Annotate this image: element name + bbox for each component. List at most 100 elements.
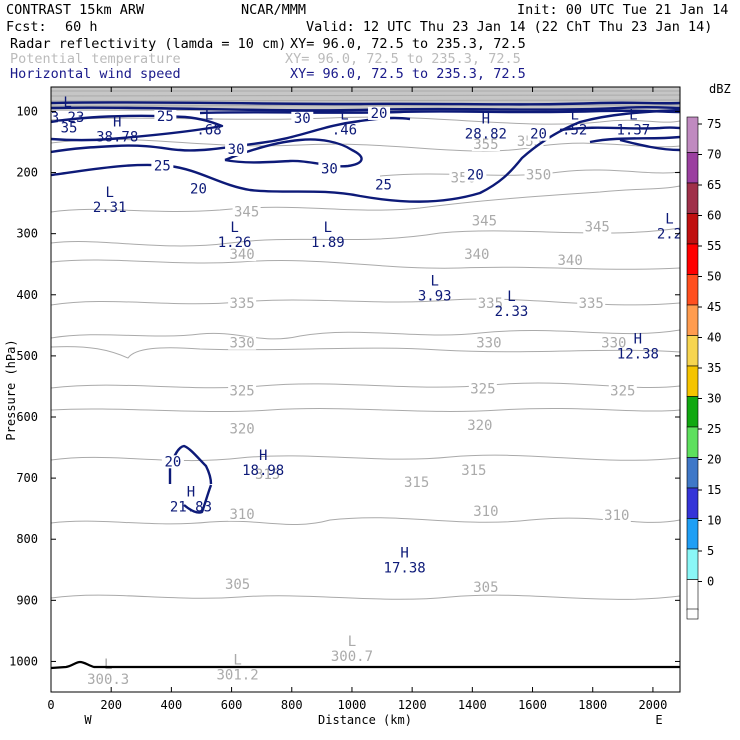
theta-label: 315 bbox=[404, 475, 429, 491]
colorbar-swatch bbox=[686, 426, 699, 458]
field-theta: Potential temperature bbox=[10, 51, 181, 67]
extremum-type: L bbox=[340, 107, 348, 123]
theta-contour bbox=[51, 259, 680, 270]
colorbar-level: 15 bbox=[707, 483, 721, 497]
theta-label: 305 bbox=[473, 580, 498, 596]
theta-label-bg bbox=[471, 581, 500, 595]
y-tick-label: 100 bbox=[16, 104, 38, 118]
extremum-value: .46 bbox=[332, 122, 357, 138]
theta-label: 305 bbox=[225, 577, 250, 593]
wind-label: 35 bbox=[61, 121, 78, 137]
colorbar-level: 60 bbox=[707, 209, 721, 223]
wind-label-bg bbox=[368, 106, 391, 120]
x-tick-label: 1400 bbox=[458, 698, 487, 712]
x-axis-title: Distance (km) bbox=[318, 713, 412, 727]
theta-contours bbox=[51, 116, 680, 600]
colorbar-swatch bbox=[686, 487, 699, 519]
theta-label: 315 bbox=[255, 467, 280, 483]
colorbar-level: 45 bbox=[707, 300, 721, 314]
theta-label: 340 bbox=[464, 247, 489, 263]
theta-label: 335 bbox=[478, 296, 503, 312]
extremum-value: 300.7 bbox=[331, 649, 373, 665]
x-tick-label: 400 bbox=[161, 698, 183, 712]
colorbar-swatch bbox=[686, 213, 699, 245]
extremum-value: 17.38 bbox=[384, 561, 426, 577]
theta-label: 340 bbox=[558, 253, 583, 269]
chart-header: CONTRAST 15km ARW NCAR/MMM Init: 00 UTC … bbox=[6, 2, 728, 82]
theta-label-bg bbox=[476, 297, 505, 310]
theta-label-bg bbox=[524, 168, 553, 182]
extremum-type: L bbox=[324, 220, 332, 236]
theta-label-bg bbox=[228, 248, 257, 262]
theta-label-bg bbox=[232, 205, 261, 219]
wind-label: 30 bbox=[321, 162, 338, 178]
y-tick-label: 700 bbox=[16, 471, 38, 485]
extremum-value: 38.78 bbox=[96, 130, 138, 146]
theta-label-bg bbox=[608, 384, 637, 398]
wind-label: 30 bbox=[294, 111, 311, 127]
colorbar-swatch bbox=[686, 335, 699, 367]
theta-label: 325 bbox=[470, 382, 495, 398]
extremum-type: H bbox=[482, 112, 490, 128]
colorbar-swatch bbox=[686, 457, 699, 489]
fcst-value: 60 h bbox=[65, 19, 98, 35]
theta-contour bbox=[51, 185, 680, 213]
wind-contour-30 bbox=[224, 138, 363, 168]
extremum-type: L bbox=[105, 185, 113, 201]
x-tick-label: 1200 bbox=[398, 698, 427, 712]
extremum-value: 2.33 bbox=[495, 304, 529, 320]
theta-label-bg bbox=[223, 578, 252, 592]
x-tick-label: 0 bbox=[47, 698, 54, 712]
wind-contour-top bbox=[51, 101, 680, 106]
extremum-type: L bbox=[665, 211, 673, 227]
extremum-value: 1.89 bbox=[311, 235, 345, 251]
field-theta-xy: XY= 96.0, 72.5 to 235.3, 72.5 bbox=[285, 51, 521, 67]
extremum-type: L bbox=[63, 95, 71, 111]
colorbar-swatch-tail bbox=[686, 608, 699, 620]
theta-label-bg bbox=[228, 384, 257, 398]
theta-label: 330 bbox=[476, 336, 501, 352]
theta-label-bg bbox=[228, 422, 257, 436]
theta-label-bg bbox=[459, 463, 488, 477]
colorbar-level: 5 bbox=[707, 544, 714, 558]
extrema-markers: L3.23 L.68L.46L.52L1.37H38.78H28.82L2.31L… bbox=[51, 95, 680, 688]
y-tick-label: 800 bbox=[16, 532, 38, 546]
plot-frame bbox=[50, 86, 681, 693]
theta-contour bbox=[379, 169, 680, 177]
colorbar-level: 50 bbox=[707, 270, 721, 284]
center-title: NCAR/MMM bbox=[241, 2, 306, 18]
wind-label: 20 bbox=[467, 168, 484, 184]
wind-label: 25 bbox=[154, 159, 171, 175]
y-axis: 100 200 300 400 500 600 700 800 900 1000 bbox=[9, 104, 680, 668]
colorbar-level: 25 bbox=[707, 422, 721, 436]
wind-contour-right bbox=[559, 126, 680, 132]
extremum-type: L bbox=[230, 220, 238, 236]
extremum-type: L bbox=[629, 107, 637, 123]
extremum-type: L bbox=[570, 107, 578, 123]
extremum-value: 21.83 bbox=[170, 499, 212, 515]
y-axis-title: Pressure (hPa) bbox=[4, 339, 18, 440]
wind-label-bg bbox=[318, 162, 341, 176]
extremum-value: 300.3 bbox=[87, 672, 129, 688]
init-time: Init: 00 UTC Tue 21 Jan 14 bbox=[517, 2, 728, 18]
theta-label-bg bbox=[474, 336, 503, 350]
colorbar-swatch bbox=[686, 396, 699, 428]
theta-label-bg bbox=[468, 382, 497, 396]
x-axis: 0 200 400 600 800 1000 1200 1400 1600 1800 2000 bbox=[47, 87, 667, 712]
theta-contour bbox=[51, 517, 680, 526]
theta-contour bbox=[51, 454, 680, 462]
wind-contour-right bbox=[619, 138, 680, 152]
wind-contour-35 bbox=[51, 114, 224, 142]
colorbar-level: 65 bbox=[707, 178, 721, 192]
wind-label-bg bbox=[527, 127, 550, 141]
theta-label: 345 bbox=[585, 220, 610, 236]
wind-contour-top bbox=[51, 105, 680, 112]
extremum-type: H bbox=[259, 448, 267, 464]
wind-label-bg bbox=[464, 168, 487, 182]
wind-label-bg bbox=[225, 143, 248, 156]
extremum-value: .68 bbox=[196, 122, 221, 138]
colorbar-swatch bbox=[686, 116, 699, 153]
extremum-type: H bbox=[187, 484, 195, 500]
